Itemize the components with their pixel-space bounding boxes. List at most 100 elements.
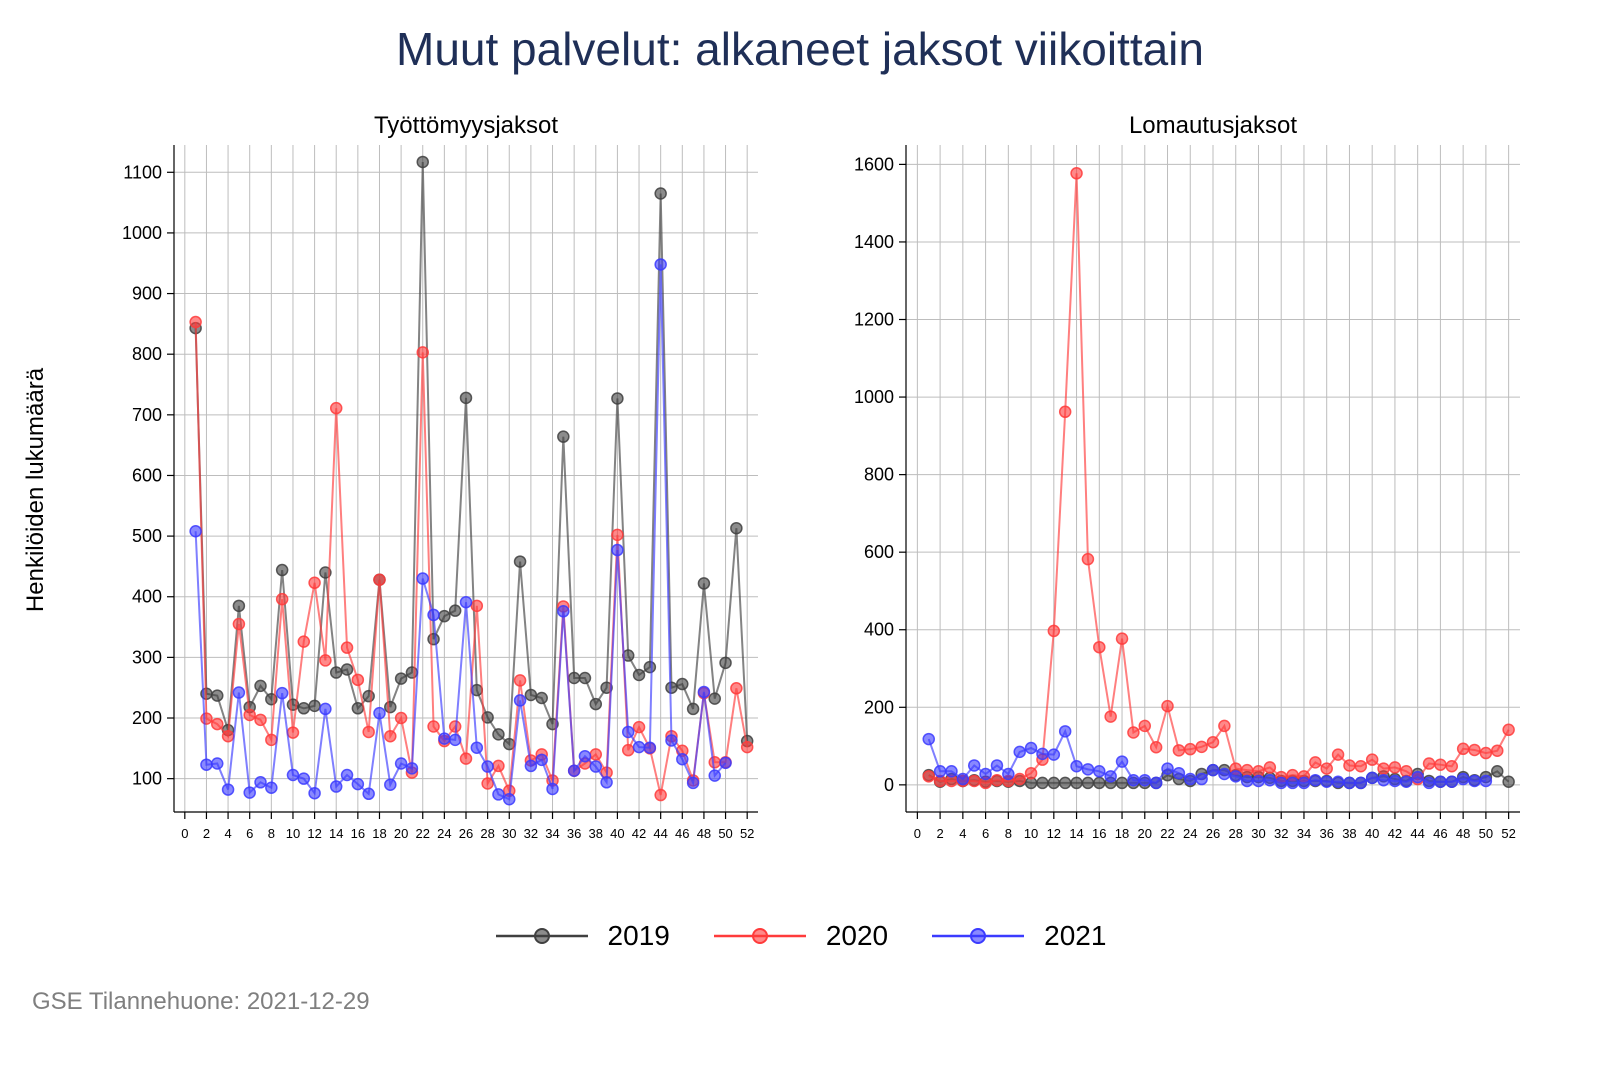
- x-tick-label: 18: [1115, 826, 1129, 841]
- data-point-2020: [1127, 726, 1140, 739]
- data-point-2019: [719, 656, 732, 670]
- data-point-2019: [589, 697, 603, 711]
- data-point-2020: [254, 713, 267, 727]
- data-point-2019: [340, 663, 354, 676]
- data-point-2021: [394, 757, 408, 770]
- data-point-2019: [329, 666, 343, 679]
- data-point-2020: [1206, 735, 1220, 749]
- data-point-2020: [1456, 742, 1470, 756]
- data-point-2020: [211, 717, 224, 731]
- data-point-2021: [1058, 725, 1072, 738]
- legend-item-2021: 2021: [930, 920, 1106, 952]
- data-point-2020: [654, 788, 667, 802]
- data-point-2020: [1388, 761, 1402, 774]
- data-point-2019: [492, 728, 505, 741]
- data-point-2020: [632, 720, 646, 734]
- data-point-2020: [1172, 744, 1186, 757]
- data-point-2019: [1115, 776, 1129, 790]
- data-point-2020: [200, 712, 213, 725]
- legend: 2019 2020 2021: [0, 920, 1600, 952]
- data-point-2021: [1206, 763, 1220, 777]
- y-tick-label: 600: [864, 542, 894, 562]
- data-point-2020: [1400, 765, 1413, 778]
- x-tick-label: 28: [480, 826, 494, 841]
- data-point-2021: [481, 760, 494, 773]
- data-point-2020: [189, 315, 202, 329]
- data-point-2021: [1229, 770, 1242, 783]
- data-point-2019: [676, 677, 689, 691]
- data-point-2021: [567, 764, 581, 778]
- data-point-2019: [405, 666, 419, 679]
- data-point-2021: [286, 768, 300, 782]
- data-point-2021: [1104, 770, 1117, 783]
- data-point-2020: [1218, 719, 1231, 733]
- data-point-2021: [1411, 770, 1424, 784]
- y-tick-label: 1000: [122, 223, 162, 243]
- data-point-2021: [265, 781, 278, 794]
- y-tick-label: 100: [132, 769, 162, 789]
- data-point-2020: [967, 774, 981, 788]
- data-point-2021: [243, 786, 256, 799]
- data-point-2020: [1479, 746, 1493, 760]
- data-point-2021: [643, 741, 657, 754]
- data-point-2020: [1263, 761, 1277, 774]
- data-point-2021: [1195, 772, 1208, 786]
- data-point-2021: [1047, 748, 1061, 761]
- y-tick-label: 1000: [854, 387, 894, 407]
- data-point-2019: [459, 391, 473, 405]
- data-point-2019: [308, 699, 321, 713]
- data-point-2020: [1343, 759, 1356, 772]
- data-point-2021: [557, 605, 570, 618]
- x-tick-label: 24: [437, 826, 451, 841]
- x-tick-label: 16: [351, 826, 365, 841]
- data-point-2020: [990, 773, 1004, 787]
- y-tick-label: 300: [132, 647, 162, 667]
- data-point-2019: [1058, 776, 1072, 790]
- data-point-2020: [319, 654, 332, 667]
- data-point-2021: [384, 778, 397, 791]
- footer-source: GSE Tilannehuone: 2021-12-29: [32, 988, 370, 1015]
- x-tick-label: 34: [545, 826, 559, 841]
- x-tick-label: 16: [1092, 826, 1106, 841]
- data-point-2021: [1422, 776, 1436, 790]
- data-point-2021: [438, 732, 451, 745]
- data-point-2021: [1343, 776, 1356, 790]
- x-tick-label: 12: [307, 826, 321, 841]
- data-point-2019: [1047, 776, 1061, 790]
- data-point-2021: [524, 759, 538, 773]
- x-tick-label: 4: [959, 826, 966, 841]
- data-point-2021: [1309, 773, 1322, 787]
- data-point-2021: [308, 786, 321, 800]
- data-point-2019: [275, 563, 289, 577]
- main-title: Muut palvelut: alkaneet jaksot viikoitta…: [396, 23, 1204, 75]
- data-point-2021: [686, 776, 700, 790]
- data-point-2020: [1115, 632, 1129, 645]
- data-point-2021: [1252, 774, 1265, 788]
- data-point-2020: [459, 752, 473, 765]
- legend-swatch-2021: [932, 928, 1025, 944]
- panel-title: Työttömyysjaksot: [374, 112, 558, 139]
- data-point-2021: [329, 780, 343, 793]
- x-tick-label: 10: [1024, 826, 1038, 841]
- x-tick-label: 44: [653, 826, 667, 841]
- data-point-2021: [697, 685, 711, 699]
- data-point-2021: [1093, 765, 1106, 778]
- x-tick-label: 22: [1160, 826, 1174, 841]
- data-point-2020: [362, 725, 375, 739]
- data-point-2021: [1172, 766, 1186, 780]
- data-point-2021: [492, 788, 505, 801]
- data-point-2020: [1309, 756, 1322, 769]
- data-point-2020: [1047, 624, 1061, 638]
- data-point-2020: [1377, 762, 1390, 775]
- data-point-2019: [697, 577, 711, 590]
- x-tick-label: 32: [524, 826, 538, 841]
- data-point-2021: [503, 793, 516, 806]
- data-point-2021: [719, 756, 732, 770]
- data-point-2019: [557, 430, 570, 443]
- data-point-2021: [1024, 741, 1038, 755]
- data-point-2021: [513, 694, 527, 707]
- x-tick-label: 6: [982, 826, 989, 841]
- data-point-2021: [1377, 773, 1390, 787]
- data-point-2020: [1468, 743, 1481, 757]
- series-line-2019: [194, 161, 749, 747]
